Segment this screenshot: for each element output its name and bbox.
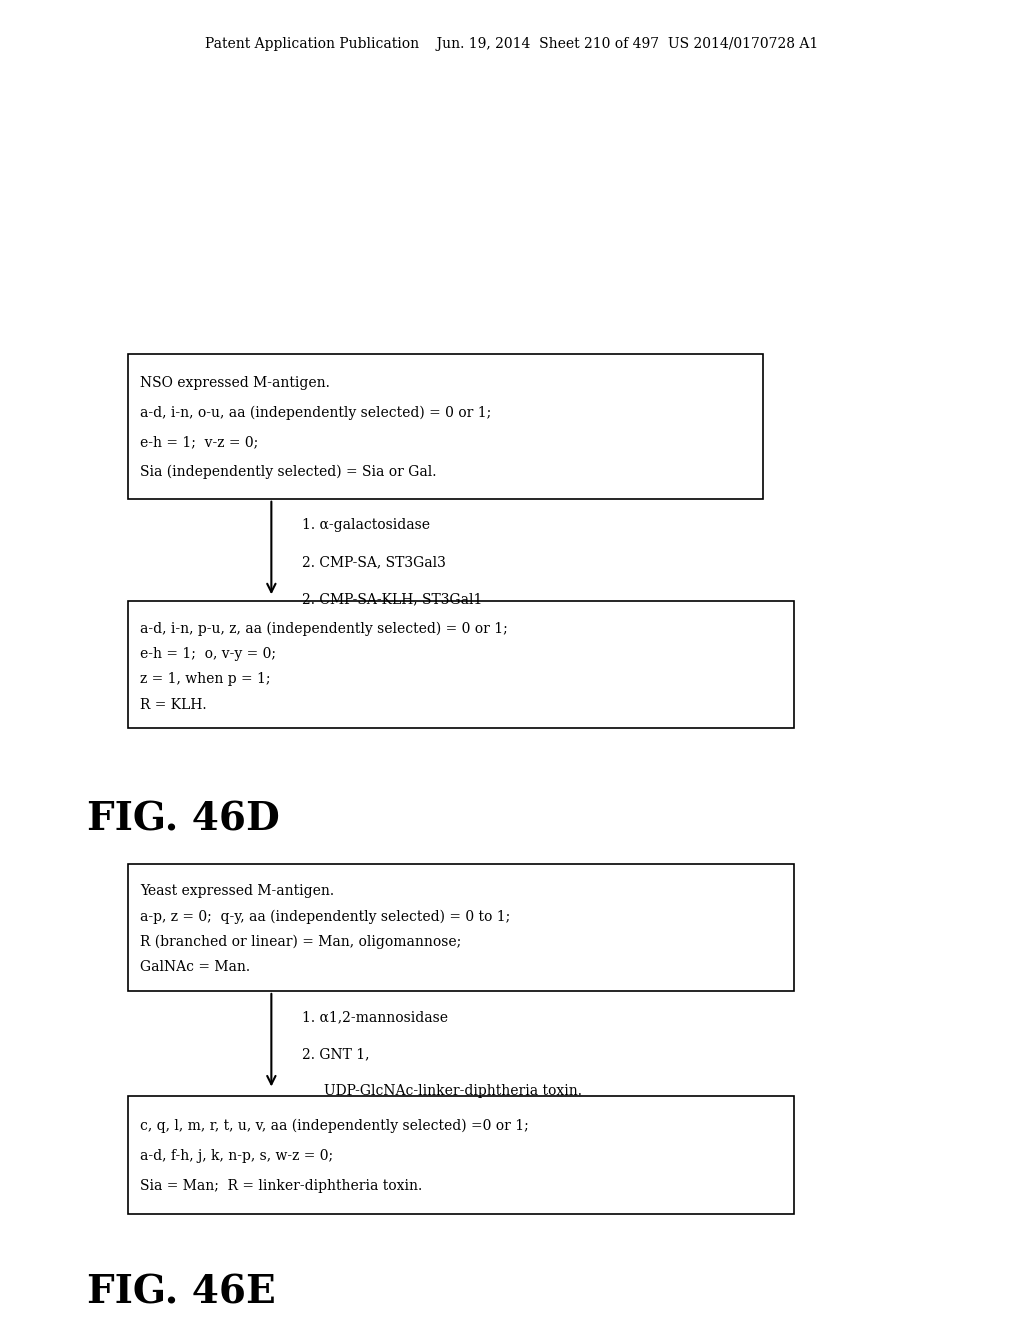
FancyBboxPatch shape bbox=[128, 863, 794, 991]
FancyBboxPatch shape bbox=[128, 354, 763, 499]
FancyBboxPatch shape bbox=[128, 601, 794, 729]
Text: e-h = 1;  v-z = 0;: e-h = 1; v-z = 0; bbox=[140, 436, 258, 449]
Text: a-p, z = 0;  q-y, aa (independently selected) = 0 to 1;: a-p, z = 0; q-y, aa (independently selec… bbox=[140, 909, 511, 924]
Text: NSO expressed M-antigen.: NSO expressed M-antigen. bbox=[140, 376, 330, 391]
Text: 1. α-galactosidase: 1. α-galactosidase bbox=[302, 519, 430, 532]
FancyBboxPatch shape bbox=[128, 1096, 794, 1214]
Text: Sia = Man;  R = linker-diphtheria toxin.: Sia = Man; R = linker-diphtheria toxin. bbox=[140, 1180, 423, 1193]
Text: Patent Application Publication    Jun. 19, 2014  Sheet 210 of 497  US 2014/01707: Patent Application Publication Jun. 19, … bbox=[206, 37, 818, 50]
Text: a-d, f-h, j, k, n-p, s, w-z = 0;: a-d, f-h, j, k, n-p, s, w-z = 0; bbox=[140, 1148, 334, 1163]
Text: GalNAc = Man.: GalNAc = Man. bbox=[140, 960, 251, 974]
Text: a-d, i-n, o-u, aa (independently selected) = 0 or 1;: a-d, i-n, o-u, aa (independently selecte… bbox=[140, 405, 492, 420]
Text: UDP-GlcNAc-linker-diphtheria toxin.: UDP-GlcNAc-linker-diphtheria toxin. bbox=[302, 1084, 582, 1098]
Text: FIG. 46D: FIG. 46D bbox=[87, 801, 280, 838]
Text: Yeast expressed M-antigen.: Yeast expressed M-antigen. bbox=[140, 884, 335, 899]
Text: R = KLH.: R = KLH. bbox=[140, 698, 207, 711]
Text: 2. CMP-SA, ST3Gal3: 2. CMP-SA, ST3Gal3 bbox=[302, 556, 446, 569]
Text: Sia (independently selected) = Sia or Gal.: Sia (independently selected) = Sia or Ga… bbox=[140, 465, 437, 479]
Text: a-d, i-n, p-u, z, aa (independently selected) = 0 or 1;: a-d, i-n, p-u, z, aa (independently sele… bbox=[140, 622, 508, 636]
Text: z = 1, when p = 1;: z = 1, when p = 1; bbox=[140, 672, 270, 686]
Text: FIG. 46E: FIG. 46E bbox=[87, 1272, 275, 1311]
Text: 1. α1,2-mannosidase: 1. α1,2-mannosidase bbox=[302, 1011, 449, 1024]
Text: 2. GNT 1,: 2. GNT 1, bbox=[302, 1047, 370, 1061]
Text: 2. CMP-SA-KLH, ST3Gal1: 2. CMP-SA-KLH, ST3Gal1 bbox=[302, 591, 482, 606]
Text: c, q, l, m, r, t, u, v, aa (independently selected) =0 or 1;: c, q, l, m, r, t, u, v, aa (independentl… bbox=[140, 1118, 529, 1133]
Text: R (branched or linear) = Man, oligomannose;: R (branched or linear) = Man, oligomanno… bbox=[140, 935, 462, 949]
Text: e-h = 1;  o, v-y = 0;: e-h = 1; o, v-y = 0; bbox=[140, 647, 276, 661]
